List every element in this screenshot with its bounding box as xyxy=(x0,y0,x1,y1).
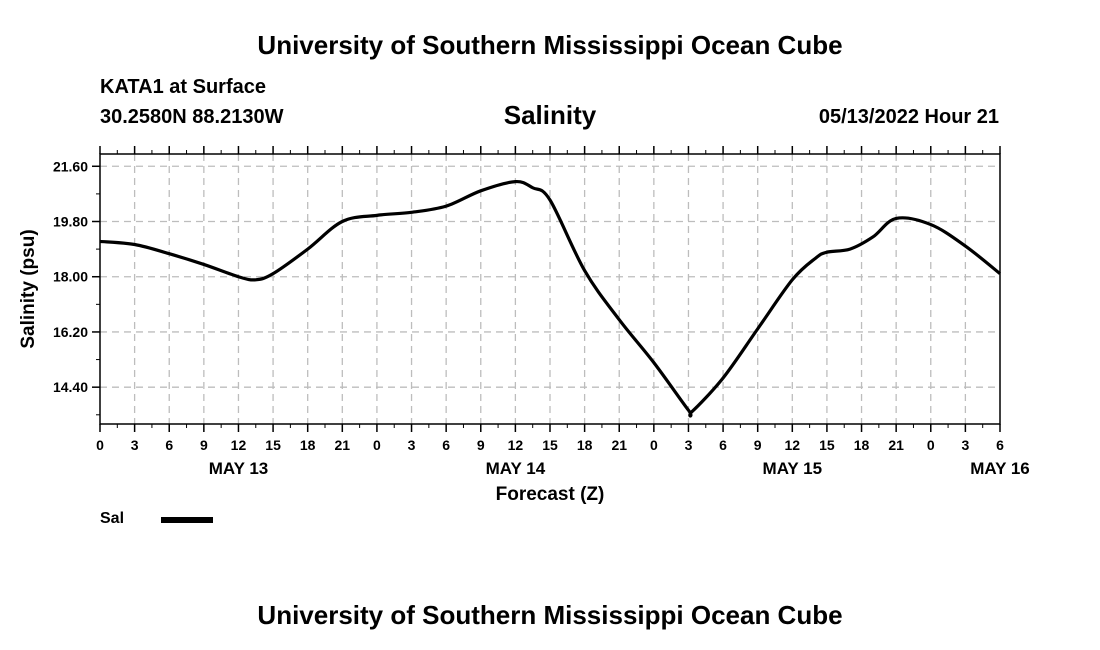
x-tick-label: 9 xyxy=(477,437,485,453)
date-label: MAY 14 xyxy=(486,459,546,478)
x-tick-label: 0 xyxy=(96,437,104,453)
x-tick-label: 18 xyxy=(300,437,316,453)
y-tick-label: 14.40 xyxy=(53,379,88,395)
y-axis-label: Salinity (psu) xyxy=(18,229,39,348)
x-tick-label: 18 xyxy=(577,437,593,453)
series-line-sal xyxy=(99,180,1001,418)
x-tick-label: 18 xyxy=(854,437,870,453)
x-tick-label: 6 xyxy=(442,437,450,453)
x-tick-label: 15 xyxy=(819,437,835,453)
legend-label: Sal xyxy=(100,510,125,527)
y-tick-label: 18.00 xyxy=(53,269,88,285)
footer-title: University of Southern Mississippi Ocean… xyxy=(257,600,843,630)
x-tick-label: 15 xyxy=(542,437,558,453)
y-tick-label: 21.60 xyxy=(53,158,88,174)
x-tick-label: 0 xyxy=(650,437,658,453)
y-tick-label: 19.80 xyxy=(53,214,88,230)
x-tick-label: 21 xyxy=(335,437,351,453)
chart-title: University of Southern Mississippi Ocean… xyxy=(257,30,843,60)
forecast-datetime: 05/13/2022 Hour 21 xyxy=(818,106,999,128)
legend-line-swatch xyxy=(161,517,213,523)
date-label: MAY 15 xyxy=(763,459,823,478)
x-tick-label: 0 xyxy=(927,437,935,453)
coordinates-label: 30.2580N 88.2130W xyxy=(100,106,284,128)
y-tick-label: 16.20 xyxy=(53,324,88,340)
date-label: MAY 13 xyxy=(209,459,269,478)
x-tick-label: 21 xyxy=(611,437,627,453)
station-label: KATA1 at Surface xyxy=(100,76,266,98)
x-tick-label: 3 xyxy=(685,437,693,453)
x-tick-label: 9 xyxy=(754,437,762,453)
x-tick-label: 9 xyxy=(200,437,208,453)
x-tick-label: 3 xyxy=(961,437,969,453)
x-tick-label: 15 xyxy=(265,437,281,453)
variable-title: Salinity xyxy=(503,100,597,130)
x-tick-label: 12 xyxy=(785,437,801,453)
date-label: MAY 16 xyxy=(970,459,1030,478)
x-tick-label: 12 xyxy=(508,437,524,453)
x-tick-label: 12 xyxy=(231,437,247,453)
x-tick-label: 3 xyxy=(408,437,416,453)
x-tick-label: 6 xyxy=(996,437,1004,453)
x-tick-label: 0 xyxy=(373,437,381,453)
x-tick-label: 3 xyxy=(131,437,139,453)
x-axis-label: Forecast (Z) xyxy=(496,484,605,505)
x-tick-label: 6 xyxy=(165,437,173,453)
x-tick-label: 21 xyxy=(888,437,904,453)
x-tick-label: 6 xyxy=(719,437,727,453)
